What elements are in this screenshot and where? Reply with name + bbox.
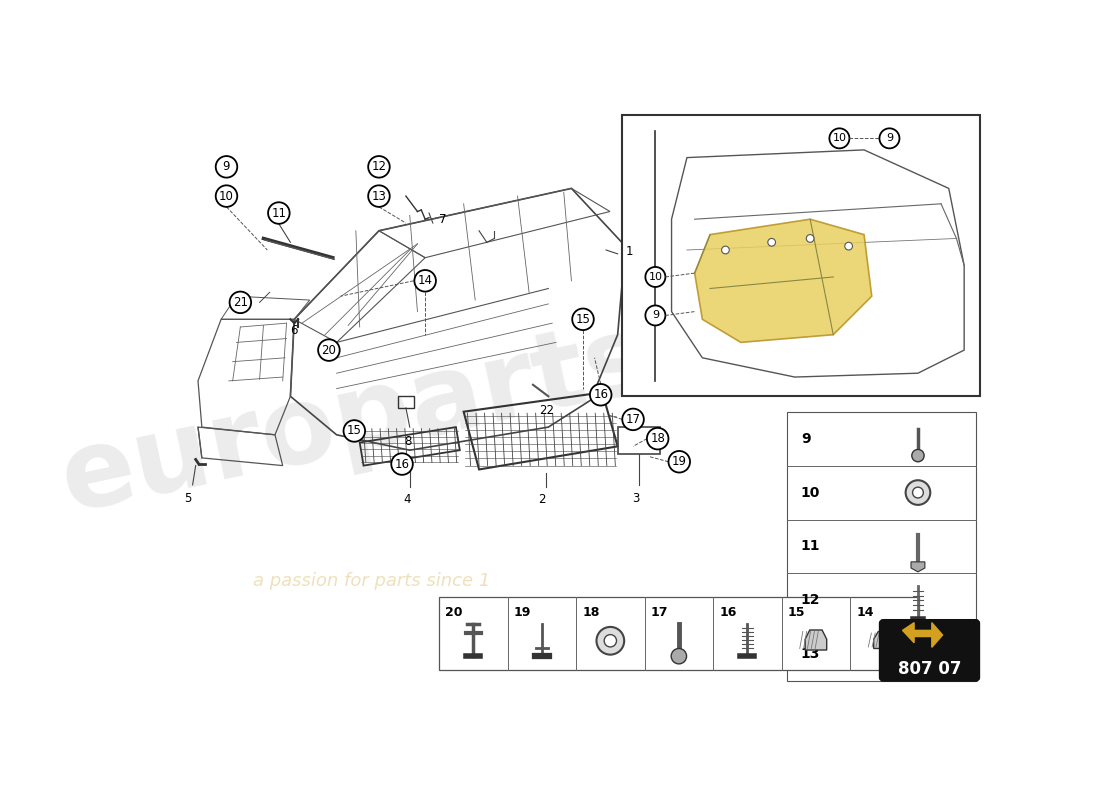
Circle shape bbox=[647, 428, 669, 450]
Circle shape bbox=[768, 238, 776, 246]
Circle shape bbox=[343, 420, 365, 442]
Text: 5: 5 bbox=[185, 492, 191, 505]
Text: 10: 10 bbox=[219, 190, 234, 202]
Text: 807 07: 807 07 bbox=[898, 660, 961, 678]
Text: 17: 17 bbox=[626, 413, 640, 426]
Circle shape bbox=[845, 242, 853, 250]
Circle shape bbox=[912, 450, 924, 462]
Polygon shape bbox=[911, 562, 925, 572]
Bar bbox=[621, 115, 979, 396]
Text: 13: 13 bbox=[801, 647, 821, 662]
Circle shape bbox=[572, 309, 594, 330]
Bar bbox=[618, 427, 660, 454]
Text: 8: 8 bbox=[405, 435, 411, 448]
Bar bbox=[398, 396, 414, 408]
Text: 18: 18 bbox=[650, 432, 666, 445]
Circle shape bbox=[415, 270, 436, 291]
Circle shape bbox=[590, 384, 612, 406]
Circle shape bbox=[318, 339, 340, 361]
Bar bbox=[788, 412, 976, 681]
Text: 21: 21 bbox=[233, 296, 248, 309]
Text: 18: 18 bbox=[582, 606, 600, 618]
Text: 6: 6 bbox=[290, 324, 298, 338]
Text: 19: 19 bbox=[672, 455, 686, 468]
Circle shape bbox=[268, 202, 289, 224]
Text: 9: 9 bbox=[801, 432, 811, 446]
Circle shape bbox=[216, 156, 238, 178]
Polygon shape bbox=[902, 622, 943, 647]
Text: 15: 15 bbox=[575, 313, 591, 326]
Text: 15: 15 bbox=[788, 606, 805, 618]
Polygon shape bbox=[695, 219, 871, 342]
Polygon shape bbox=[908, 645, 928, 662]
Circle shape bbox=[722, 246, 729, 254]
Circle shape bbox=[905, 480, 931, 505]
Text: 10: 10 bbox=[801, 486, 821, 499]
Circle shape bbox=[623, 409, 643, 430]
Text: 3: 3 bbox=[632, 492, 640, 505]
Circle shape bbox=[216, 186, 238, 207]
Circle shape bbox=[646, 267, 666, 287]
Text: 4: 4 bbox=[403, 494, 410, 506]
Circle shape bbox=[913, 487, 923, 498]
Circle shape bbox=[392, 454, 412, 475]
Polygon shape bbox=[873, 631, 895, 649]
Text: europarts: europarts bbox=[52, 306, 660, 534]
FancyBboxPatch shape bbox=[880, 620, 979, 681]
Text: 16: 16 bbox=[593, 388, 608, 402]
Text: 12: 12 bbox=[372, 160, 386, 174]
Circle shape bbox=[604, 634, 616, 647]
Text: a passion for parts since 1: a passion for parts since 1 bbox=[253, 572, 490, 590]
Text: 13: 13 bbox=[372, 190, 386, 202]
Text: 11: 11 bbox=[272, 206, 286, 219]
Circle shape bbox=[806, 234, 814, 242]
Circle shape bbox=[880, 128, 900, 148]
Text: 22: 22 bbox=[539, 404, 554, 417]
Text: 9: 9 bbox=[222, 160, 230, 174]
Text: 12: 12 bbox=[801, 594, 821, 607]
Text: 11: 11 bbox=[801, 539, 821, 554]
Polygon shape bbox=[805, 630, 827, 650]
Text: 20: 20 bbox=[446, 606, 463, 618]
Text: 10: 10 bbox=[648, 272, 662, 282]
Circle shape bbox=[646, 306, 666, 326]
Text: 15: 15 bbox=[346, 425, 362, 438]
Text: 17: 17 bbox=[651, 606, 669, 618]
Circle shape bbox=[368, 156, 389, 178]
Circle shape bbox=[368, 186, 389, 207]
Bar bbox=[439, 597, 918, 670]
Text: 19: 19 bbox=[514, 606, 531, 618]
Text: 2: 2 bbox=[538, 494, 546, 506]
Text: 9: 9 bbox=[886, 134, 893, 143]
Circle shape bbox=[829, 128, 849, 148]
Text: 7: 7 bbox=[439, 213, 447, 226]
Text: 9: 9 bbox=[652, 310, 659, 321]
Circle shape bbox=[230, 291, 251, 313]
Circle shape bbox=[596, 627, 624, 654]
Text: 16: 16 bbox=[395, 458, 409, 470]
Text: 20: 20 bbox=[321, 344, 337, 357]
Text: 10: 10 bbox=[833, 134, 846, 143]
Text: 16: 16 bbox=[719, 606, 737, 618]
Text: 1: 1 bbox=[625, 245, 632, 258]
Text: 14: 14 bbox=[418, 274, 432, 287]
Text: 14: 14 bbox=[856, 606, 873, 618]
Circle shape bbox=[669, 451, 690, 473]
Circle shape bbox=[671, 649, 686, 664]
